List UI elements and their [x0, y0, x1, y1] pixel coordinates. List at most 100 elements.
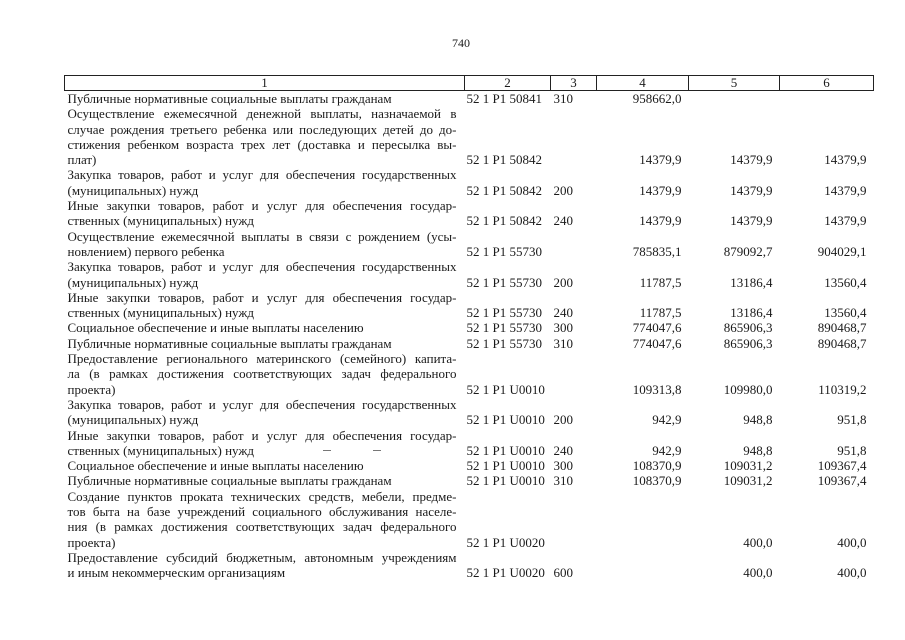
cell-text: 52 1 P1 55730: [466, 335, 542, 351]
description-line: тов быта на базе учреждений социального …: [67, 504, 457, 520]
cell-text: 109367,4: [817, 473, 867, 489]
row-description: Закупка товаров, работ и услуг для обесп…: [65, 259, 465, 290]
row-value-col4: 11787,5: [597, 290, 689, 321]
description-line: случае рождения третьего ребенка или пос…: [67, 121, 457, 137]
row-value-col4: 785835,1: [597, 229, 689, 260]
description-line: Социальное обеспечение и иные выплаты на…: [67, 320, 364, 336]
row-value-col5: 948,8: [689, 428, 780, 459]
table-row: Иные закупки товаров, работ и услуг для …: [65, 290, 874, 321]
cell-text: 52 1 P1 55730: [466, 243, 542, 259]
row-value-col5: 13186,4: [689, 290, 780, 321]
description-line: Иные закупки товаров, работ и услуг для …: [67, 427, 457, 443]
cell-text: 109367,4: [817, 458, 867, 474]
description-line: Осуществление ежемесячной денежной выпла…: [67, 106, 457, 122]
description-line: (муниципальных) нужд: [67, 412, 199, 428]
description-line: плат): [67, 152, 97, 168]
cell-text: 774047,6: [632, 320, 682, 336]
cell-text: 400,0: [743, 565, 773, 581]
row-value-col6: 904029,1: [780, 229, 874, 260]
cell-text: 52 1 P1 50842: [466, 213, 542, 229]
page-number: 740: [452, 36, 470, 50]
table-row: Публичные нормативные социальные выплаты…: [65, 336, 874, 351]
cell-text: 200: [553, 182, 574, 198]
description-line: Публичные нормативные социальные выплаты…: [67, 473, 392, 489]
row-description: Иные закупки товаров, работ и услуг для …: [65, 198, 465, 229]
row-value-col6: [780, 91, 874, 107]
row-value-col5: 400,0: [689, 550, 780, 581]
cell-text: 240: [553, 442, 574, 458]
row-description: Публичные нормативные социальные выплаты…: [65, 336, 465, 351]
cell-text: 109031,2: [723, 473, 773, 489]
cell-text: 200: [553, 412, 574, 428]
column-header-5: 5: [688, 75, 780, 91]
row-expense-type: 600: [551, 550, 597, 581]
row-expense-type: [551, 229, 597, 260]
description-line: Создание пунктов проката технических сре…: [67, 488, 457, 504]
row-expense-type: [551, 351, 597, 397]
cell-text: 600: [553, 565, 574, 581]
row-code: 52 1 P1 55730: [465, 229, 551, 260]
cell-text: 951,8: [837, 442, 867, 458]
cell-text: 52 1 P1 U0020: [466, 565, 545, 581]
description-line: Социальное обеспечение и иные выплаты на…: [67, 458, 364, 474]
column-header-1: 1: [64, 75, 465, 91]
table-row: Создание пунктов проката технических сре…: [65, 489, 874, 550]
cell-text: 52 1 P1 U0010: [466, 381, 545, 397]
cell-text: 52 1 P1 50842: [466, 182, 542, 198]
row-code: 52 1 P1 50842: [465, 106, 551, 167]
cell-text: 958662,0: [632, 91, 682, 106]
row-value-col4: [597, 550, 689, 581]
cell-text: 400,0: [837, 534, 867, 550]
cell-text: 52 1 P1 U0010: [466, 442, 545, 458]
description-line: проекта): [67, 381, 116, 397]
row-value-col4: 14379,9: [597, 198, 689, 229]
row-value-col4: 774047,6: [597, 336, 689, 351]
cell-text: 240: [553, 213, 574, 229]
row-expense-type: 310: [551, 336, 597, 351]
row-value-col6: 110319,2: [780, 351, 874, 397]
cell-text: 400,0: [743, 534, 773, 550]
row-expense-type: 200: [551, 259, 597, 290]
cell-text: 13186,4: [730, 305, 773, 321]
cell-text: 110319,2: [818, 381, 867, 397]
row-code: 52 1 P1 U0010: [465, 397, 551, 428]
cell-text: 108370,9: [632, 473, 682, 489]
row-value-col6: 13560,4: [780, 259, 874, 290]
row-expense-type: 300: [551, 458, 597, 473]
row-description: Предоставление субсидий бюджетным, автон…: [65, 550, 465, 581]
cell-text: 109980,0: [723, 381, 773, 397]
description-line: ственных (муниципальных) нужд: [67, 213, 254, 229]
row-value-col5: 400,0: [689, 489, 780, 550]
cell-text: 14379,9: [730, 152, 773, 168]
cell-text: 14379,9: [730, 213, 773, 229]
row-description: Социальное обеспечение и иные выплаты на…: [65, 320, 465, 335]
row-value-col6: 890468,7: [780, 336, 874, 351]
cell-text: 948,8: [743, 442, 773, 458]
cell-text: 400,0: [837, 565, 867, 581]
row-code: 52 1 P1 55730: [465, 290, 551, 321]
row-code: 52 1 P1 U0020: [465, 550, 551, 581]
row-expense-type: 240: [551, 290, 597, 321]
row-expense-type: 310: [551, 473, 597, 488]
row-expense-type: 200: [551, 397, 597, 428]
column-header-3: 3: [550, 75, 597, 91]
cell-text: 14379,9: [824, 213, 867, 229]
cell-text: 200: [553, 274, 574, 290]
row-code: 52 1 P1 U0020: [465, 489, 551, 550]
table-row: Осуществление ежемесячной денежной выпла…: [65, 106, 874, 167]
row-value-col5: 109031,2: [689, 473, 780, 488]
row-value-col5: 879092,7: [689, 229, 780, 260]
description-line: Закупка товаров, работ и услуг для обесп…: [67, 167, 457, 183]
row-expense-type: [551, 106, 597, 167]
row-description: Осуществление ежемесячной денежной выпла…: [65, 106, 465, 167]
description-line: проекта): [67, 534, 116, 550]
row-value-col5: 109031,2: [689, 458, 780, 473]
description-line: Осуществление ежемесячной выплаты в связ…: [67, 228, 457, 244]
description-line: ственных (муниципальных) нужд: [67, 305, 254, 321]
row-value-col5: 14379,9: [689, 198, 780, 229]
cell-text: 300: [553, 320, 574, 336]
row-value-col4: 108370,9: [597, 458, 689, 473]
cell-text: 108370,9: [632, 458, 682, 474]
cell-text: 11787,5: [639, 274, 682, 290]
